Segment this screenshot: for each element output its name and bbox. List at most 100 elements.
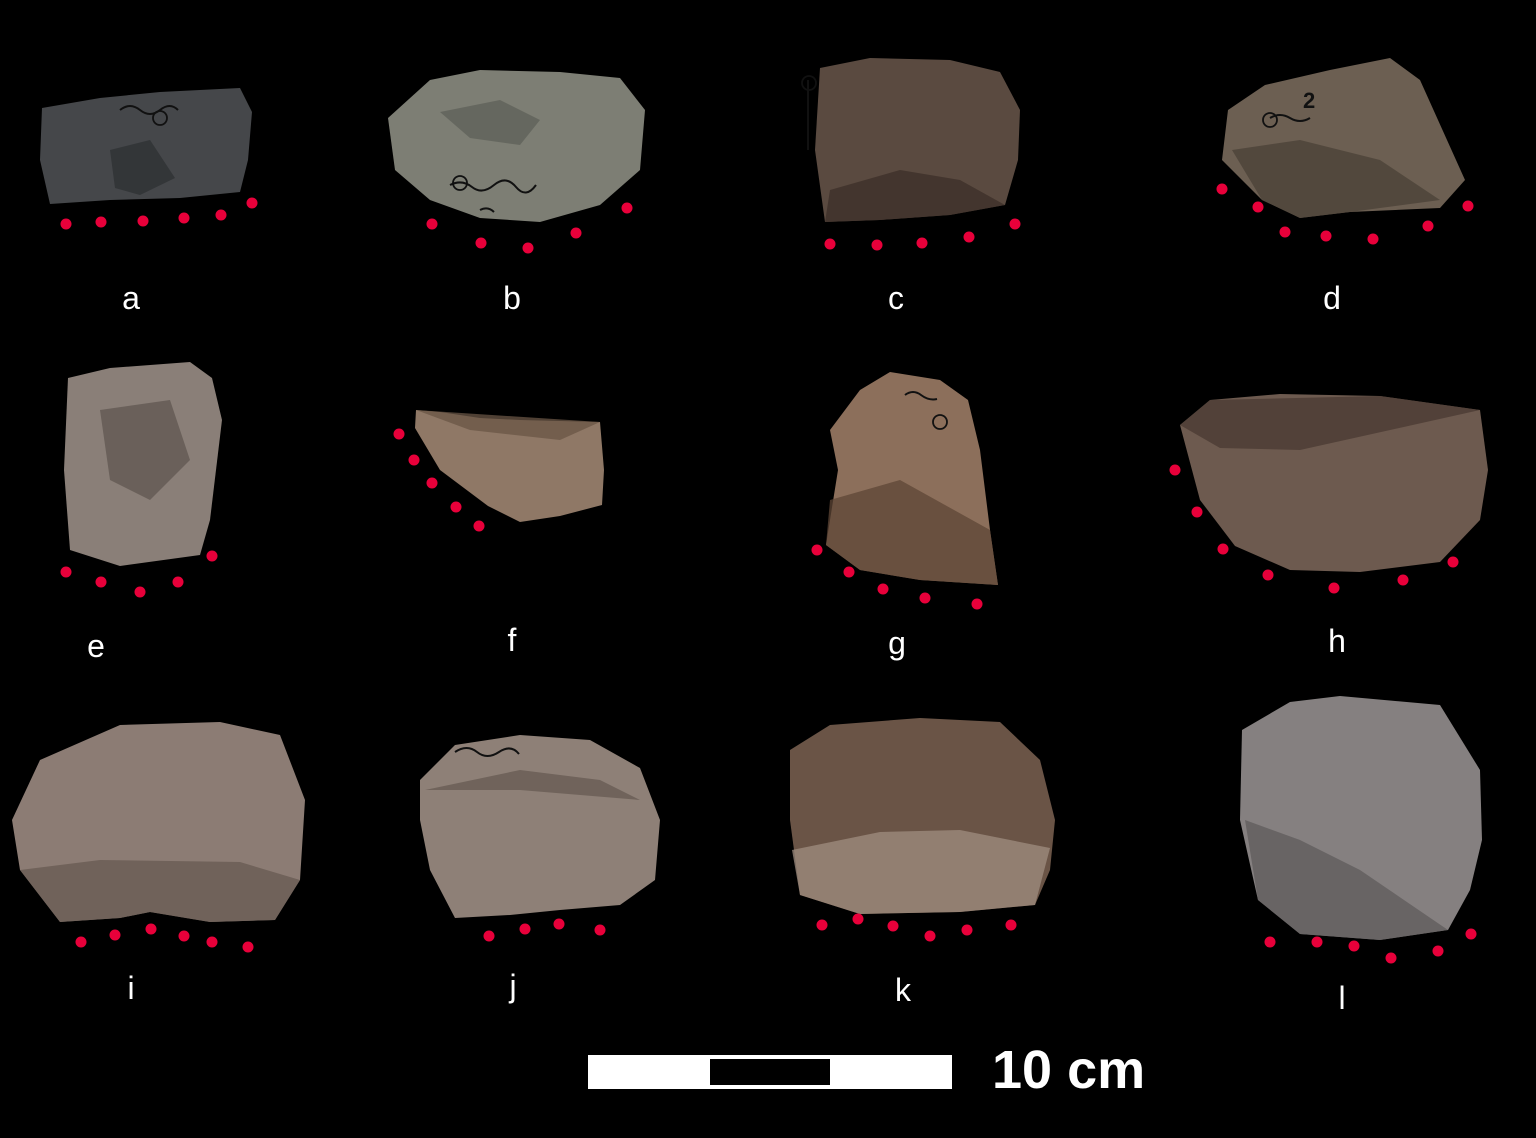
edge-dot-c-4 bbox=[963, 231, 975, 243]
edge-dot-g-5 bbox=[971, 598, 983, 610]
edge-dot-e-5 bbox=[206, 550, 218, 562]
edge-dot-c-5 bbox=[1009, 218, 1021, 230]
edge-dot-h-2 bbox=[1191, 506, 1203, 518]
edge-dot-k-2 bbox=[852, 913, 864, 925]
label-e: e bbox=[87, 628, 105, 664]
label-j: j bbox=[509, 968, 517, 1004]
edge-dot-d-1 bbox=[1216, 183, 1228, 195]
scale-bar-segment-3 bbox=[830, 1055, 952, 1089]
edge-dot-l-2 bbox=[1311, 936, 1323, 948]
edge-dot-a-5 bbox=[215, 209, 227, 221]
edge-dot-i-6 bbox=[242, 941, 254, 953]
edge-dot-f-3 bbox=[426, 477, 438, 489]
edge-dot-l-3 bbox=[1348, 940, 1360, 952]
ring-mark-a bbox=[152, 110, 168, 126]
edge-dot-j-1 bbox=[483, 930, 495, 942]
edge-dot-d-4 bbox=[1320, 230, 1332, 242]
stone-surface-h bbox=[1180, 396, 1480, 450]
edge-dot-h-7 bbox=[1447, 556, 1459, 568]
edge-dot-a-3 bbox=[137, 215, 149, 227]
edge-dot-a-4 bbox=[178, 212, 190, 224]
scale-bar-segment-2 bbox=[710, 1055, 830, 1089]
edge-dot-l-6 bbox=[1465, 928, 1477, 940]
edge-dot-i-3 bbox=[145, 923, 157, 935]
catalogue-mark-b2 bbox=[479, 207, 495, 213]
edge-dot-h-4 bbox=[1262, 569, 1274, 581]
edge-dot-d-7 bbox=[1462, 200, 1474, 212]
stone-surface-l bbox=[1245, 820, 1448, 940]
edge-dot-g-1 bbox=[811, 544, 823, 556]
stone-surface-c bbox=[825, 170, 1005, 222]
edge-dot-e-4 bbox=[172, 576, 184, 588]
edge-dot-j-3 bbox=[553, 918, 565, 930]
ring-mark-c bbox=[801, 75, 817, 91]
label-c: c bbox=[888, 280, 904, 316]
edge-dot-j-4 bbox=[594, 924, 606, 936]
edge-dot-h-5 bbox=[1328, 582, 1340, 594]
edge-dot-b-3 bbox=[522, 242, 534, 254]
edge-dot-h-6 bbox=[1397, 574, 1409, 586]
edge-dot-k-3 bbox=[887, 920, 899, 932]
scale-bar-segment-1 bbox=[588, 1055, 710, 1089]
edge-dot-i-1 bbox=[75, 936, 87, 948]
catalogue-mark-b bbox=[449, 179, 537, 194]
label-f: f bbox=[507, 622, 517, 658]
ring-mark-b bbox=[452, 175, 468, 191]
edge-dot-b-4 bbox=[570, 227, 582, 239]
stone-surface-f bbox=[416, 410, 600, 440]
edge-dot-k-4 bbox=[924, 930, 936, 942]
stone-surface-b bbox=[440, 100, 540, 145]
edge-dot-i-2 bbox=[109, 929, 121, 941]
stone-surface-d bbox=[1232, 140, 1440, 218]
catalogue-mark-g bbox=[904, 391, 938, 401]
edge-dot-e-1 bbox=[60, 566, 72, 578]
edge-dot-f-1 bbox=[393, 428, 405, 440]
ring-mark-d bbox=[1262, 112, 1278, 128]
stone-surface-i bbox=[20, 860, 300, 922]
edge-dot-e-2 bbox=[95, 576, 107, 588]
edge-dot-h-3 bbox=[1217, 543, 1229, 555]
edge-dot-b-5 bbox=[621, 202, 633, 214]
edge-dot-k-6 bbox=[1005, 919, 1017, 931]
edge-dot-l-1 bbox=[1264, 936, 1276, 948]
label-a: a bbox=[122, 280, 140, 316]
edge-dot-i-4 bbox=[178, 930, 190, 942]
stone-surface-g bbox=[826, 480, 998, 585]
edge-dot-g-3 bbox=[877, 583, 889, 595]
edge-dot-g-2 bbox=[843, 566, 855, 578]
edge-dot-c-1 bbox=[824, 238, 836, 250]
edge-dot-j-2 bbox=[519, 923, 531, 935]
edge-dot-c-2 bbox=[871, 239, 883, 251]
edge-dot-l-4 bbox=[1385, 952, 1397, 964]
scale-bar-label: 10 cm bbox=[992, 1040, 1146, 1100]
label-g: g bbox=[888, 625, 906, 661]
edge-dot-b-2 bbox=[475, 237, 487, 249]
edge-dot-d-3 bbox=[1279, 226, 1291, 238]
edge-dot-f-2 bbox=[408, 454, 420, 466]
stone-surface-k bbox=[792, 830, 1050, 914]
stone-surface-a bbox=[110, 140, 175, 195]
label-h: h bbox=[1328, 623, 1346, 659]
edge-dot-f-4 bbox=[450, 501, 462, 513]
stone-surface-e bbox=[100, 400, 190, 500]
edge-dot-e-3 bbox=[134, 586, 146, 598]
stone-artifact-j bbox=[420, 735, 660, 918]
edge-dot-i-5 bbox=[206, 936, 218, 948]
catalogue-mark-j bbox=[454, 747, 520, 757]
annotation-d: 2 bbox=[1303, 88, 1315, 113]
edge-dot-g-4 bbox=[919, 592, 931, 604]
label-i: i bbox=[127, 970, 135, 1006]
edge-dot-h-1 bbox=[1169, 464, 1181, 476]
edge-dot-k-5 bbox=[961, 924, 973, 936]
label-l: l bbox=[1338, 980, 1346, 1016]
stone-surface-j bbox=[425, 770, 640, 800]
edge-dot-a-1 bbox=[60, 218, 72, 230]
label-k: k bbox=[895, 972, 911, 1008]
label-b: b bbox=[503, 280, 521, 316]
edge-dot-d-6 bbox=[1422, 220, 1434, 232]
edge-dot-d-2 bbox=[1252, 201, 1264, 213]
label-d: d bbox=[1323, 280, 1341, 316]
ring-mark-g bbox=[932, 414, 948, 430]
edge-dot-l-5 bbox=[1432, 945, 1444, 957]
